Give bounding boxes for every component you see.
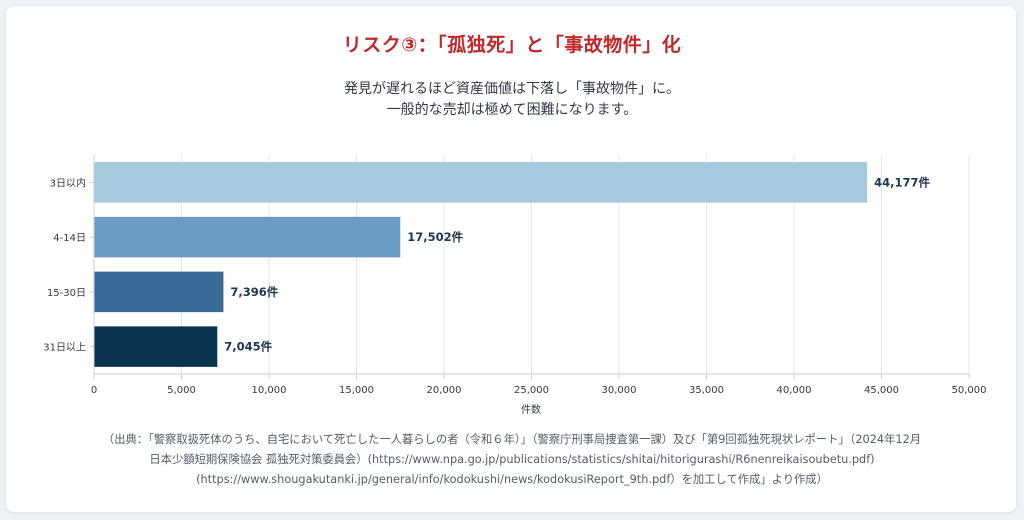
x-tick-label: 25,000: [514, 385, 549, 396]
subtitle-line-2: 一般的な売却は極めて困難になります。: [386, 102, 638, 118]
bar: [94, 162, 868, 203]
source-line-2: 日本少額短期保険協会 孤独死対策委員会）(https://www.npa.go.…: [149, 453, 875, 466]
data-label: 7,396件: [230, 285, 278, 299]
subtitle-line-1: 発見が遅れるほど資産価値は下落し「事故物件」に。: [344, 81, 680, 97]
x-tick-label: 0: [91, 385, 97, 396]
y-tick-label: 3日以内: [50, 176, 86, 189]
x-tick-label: 30,000: [602, 385, 637, 396]
x-tick-label: 40,000: [777, 385, 812, 396]
axes: 0 5,000 10,000 15,000 20,000 25,000 30,000 35,0…: [43, 155, 987, 396]
x-tick-label: 50,000: [952, 385, 987, 396]
bars: 44,177件 17,502件 7,396件 7,045件: [94, 162, 930, 367]
bar: [94, 216, 401, 258]
y-tick-label: 4-14日: [53, 233, 86, 244]
data-label: 17,502件: [407, 230, 463, 244]
source-line-3: (https://www.shougakutanki.jp/general/in…: [196, 473, 828, 486]
source-line-1: （出典：「警察取扱死体のうち、自宅において死亡した一人暮らしの者（令和６年）」（…: [102, 433, 922, 446]
x-tick-label: 20,000: [427, 385, 462, 396]
x-tick-label: 10,000: [252, 385, 287, 396]
bar: [94, 271, 224, 313]
x-axis-title: 件数: [521, 403, 541, 416]
data-label: 44,177件: [874, 175, 930, 189]
bar: [94, 326, 218, 367]
y-tick-label: 31日以上: [43, 342, 86, 354]
x-tick-label: 45,000: [864, 385, 899, 396]
x-tick-label: 5,000: [167, 385, 196, 396]
x-tick-label: 15,000: [339, 385, 374, 396]
data-label: 7,045件: [224, 340, 272, 354]
x-tick-label: 35,000: [689, 385, 724, 396]
chart-card: [6, 6, 1016, 512]
y-tick-label: 15-30日: [47, 288, 86, 299]
chart-title: リスク③：「孤独死」と「事故物件」化: [342, 34, 682, 56]
